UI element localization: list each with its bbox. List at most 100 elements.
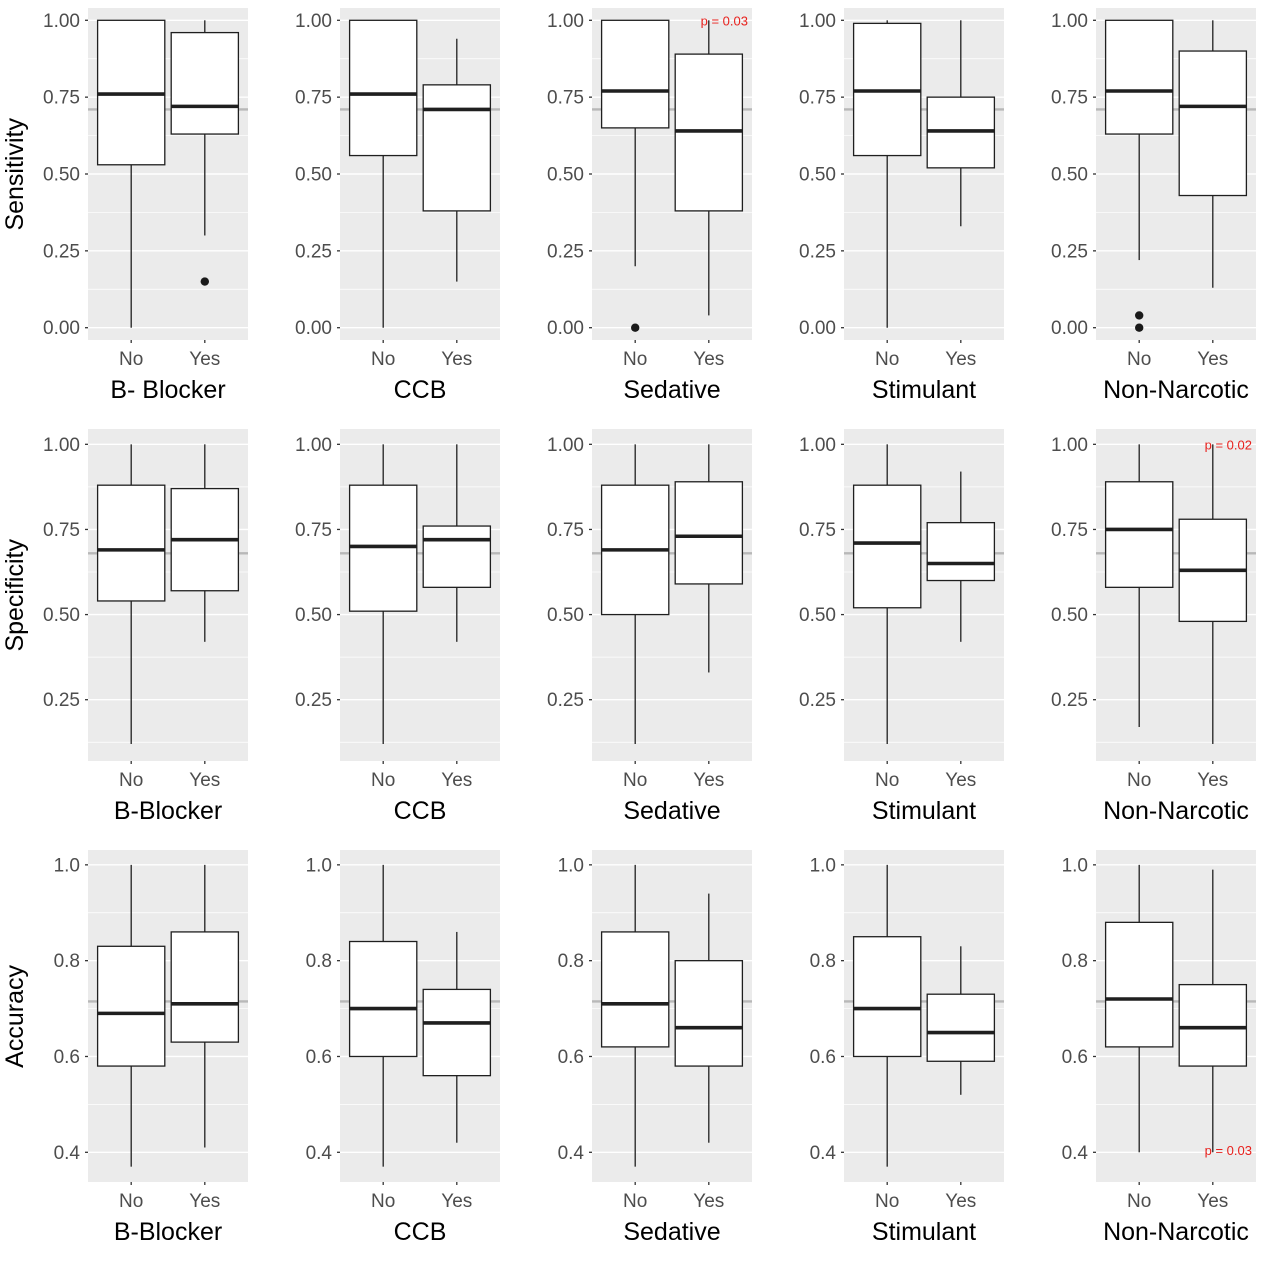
box-no (600, 444, 670, 744)
y-tick-label: 0.6 (1062, 1047, 1088, 1068)
y-tick-label: 1.0 (306, 855, 332, 876)
iqr-box (852, 484, 922, 609)
iqr-box (1104, 481, 1174, 588)
x-axis-title: Stimulant (872, 376, 976, 404)
y-tick-label: 0.25 (799, 690, 836, 711)
x-tick-label: No (875, 349, 899, 370)
x-tick-label: No (623, 1191, 647, 1212)
x-tick-label: Yes (945, 349, 976, 370)
x-tick-label: No (1127, 770, 1151, 791)
y-tick-label: 0.8 (810, 951, 836, 972)
box-yes (170, 444, 240, 642)
box-no (1104, 19, 1174, 332)
boxplot-panel-sensitivity-ccb: 0.00 0.25 0.50 0.75 1.00 No Yes CCB (295, 8, 500, 404)
box-no (852, 20, 922, 328)
y-tick-label: 0.00 (295, 318, 332, 339)
x-axis-title: Sedative (623, 1218, 720, 1246)
y-tick-label: 0.4 (54, 1143, 81, 1164)
boxplot-panel-sensitivity-b-blocker: 0.00 0.25 0.50 0.75 1.00 No Yes B- Blocker (43, 8, 248, 404)
outlier-point (1135, 311, 1144, 320)
x-tick-label: No (875, 770, 899, 791)
y-tick-label: 1.00 (43, 11, 80, 32)
boxplot-panel-accuracy-ccb: 0.4 0.6 0.8 1.0 No Yes CCB (306, 850, 500, 1246)
y-tick-label: 0.50 (547, 605, 584, 626)
y-tick-label: 0.25 (547, 241, 584, 262)
y-tick-label: 0.75 (43, 88, 80, 109)
x-tick-label: Yes (693, 770, 724, 791)
iqr-box (422, 84, 492, 212)
y-tick-label: 0.8 (306, 951, 332, 972)
x-axis-title: Non-Narcotic (1103, 797, 1249, 825)
x-tick-label: Yes (189, 770, 220, 791)
y-tick-label: 1.00 (547, 11, 584, 32)
y-tick-label: 1.00 (547, 435, 584, 456)
box-yes (1178, 20, 1248, 288)
chart-row-accuracy: Accuracy 0.4 0.6 0.8 1.0 No Yes B-Blocker 0.4 0.6… (0, 842, 1261, 1263)
y-tick-label: 0.25 (799, 241, 836, 262)
box-no (852, 444, 922, 744)
y-tick-label: 1.00 (295, 435, 332, 456)
x-tick-label: Yes (693, 349, 724, 370)
x-tick-label: Yes (441, 349, 472, 370)
y-tick-label: 0.8 (54, 951, 80, 972)
iqr-box (1104, 921, 1174, 1048)
box-no (96, 19, 166, 328)
boxplot-panel-accuracy-non-narcotic: 0.4 0.6 0.8 1.0 No Yes Non-Narcotic p = 0.03 (1062, 850, 1256, 1246)
boxplot-panel-accuracy-sedative: 0.4 0.6 0.8 1.0 No Yes Sedative (558, 850, 752, 1246)
box-yes (170, 864, 240, 1148)
iqr-box (96, 484, 166, 602)
box-yes (422, 931, 492, 1143)
box-yes (422, 38, 492, 282)
y-tick-label: 0.00 (1051, 318, 1088, 339)
y-tick-label: 0.50 (1051, 605, 1088, 626)
box-yes (674, 893, 744, 1143)
x-tick-label: No (371, 770, 395, 791)
iqr-box (170, 931, 240, 1043)
y-tick-label: 1.0 (558, 855, 584, 876)
y-tick-label: 0.6 (810, 1047, 836, 1068)
y-tick-label: 1.0 (1062, 855, 1088, 876)
box-yes (674, 20, 744, 316)
y-tick-label: 0.25 (43, 690, 80, 711)
x-tick-label: No (119, 770, 143, 791)
y-tick-label: 0.25 (547, 690, 584, 711)
y-tick-label: 0.00 (799, 318, 836, 339)
box-no (348, 19, 418, 328)
iqr-box (422, 988, 492, 1077)
box-yes (674, 444, 744, 673)
x-axis-title: B-Blocker (114, 1218, 222, 1246)
iqr-box (674, 481, 744, 585)
box-no (348, 864, 418, 1167)
y-tick-label: 0.6 (54, 1047, 80, 1068)
y-tick-label: 0.75 (1051, 520, 1088, 541)
y-tick-label: 1.00 (799, 435, 836, 456)
y-tick-label: 0.4 (306, 1143, 333, 1164)
y-tick-label: 0.50 (547, 165, 584, 186)
y-tick-label: 0.6 (306, 1047, 332, 1068)
box-no (1104, 864, 1174, 1153)
iqr-box (1178, 983, 1248, 1067)
p-value-annotation: p = 0.03 (701, 13, 748, 28)
x-axis-title: B- Blocker (110, 376, 225, 404)
boxplot-panel-specificity-stimulant: 0.25 0.50 0.75 1.00 No Yes Stimulant (799, 429, 1004, 825)
box-yes (170, 20, 240, 286)
y-tick-label: 0.4 (1062, 1143, 1089, 1164)
y-tick-label: 0.25 (295, 690, 332, 711)
x-tick-label: Yes (189, 1191, 220, 1212)
box-yes (926, 20, 996, 227)
y-tick-label: 0.50 (799, 605, 836, 626)
x-tick-label: Yes (1197, 349, 1228, 370)
y-axis-title-accuracy: Accuracy (0, 965, 29, 1068)
boxplot-panel-sensitivity-stimulant: 0.00 0.25 0.50 0.75 1.00 No Yes Stimulant (799, 8, 1004, 404)
y-tick-label: 0.50 (295, 165, 332, 186)
y-tick-label: 0.25 (1051, 690, 1088, 711)
boxplot-panel-accuracy-b-blocker: 0.4 0.6 0.8 1.0 No Yes B-Blocker (54, 850, 248, 1246)
iqr-box (170, 31, 240, 135)
y-tick-label: 1.0 (810, 855, 836, 876)
iqr-box (600, 931, 670, 1048)
y-tick-label: 0.50 (295, 605, 332, 626)
x-axis-title: Stimulant (872, 797, 976, 825)
box-yes (926, 471, 996, 642)
chart-row-specificity: Specificity 0.25 0.50 0.75 1.00 No Yes B-Blocke… (0, 421, 1261, 842)
